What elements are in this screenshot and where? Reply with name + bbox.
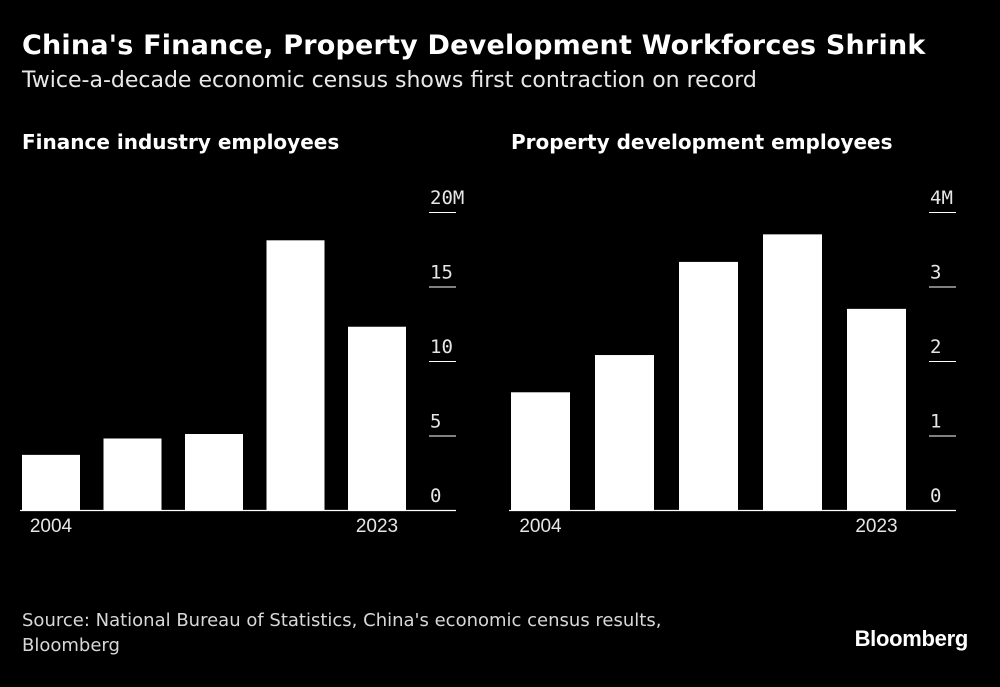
finance-bar-2 bbox=[103, 438, 162, 510]
property-bar-3 bbox=[679, 261, 738, 510]
finance-ytick-label: 10 bbox=[430, 336, 453, 358]
property-bar-1 bbox=[511, 392, 570, 510]
finance-xtick-label: 2004 bbox=[30, 516, 73, 537]
finance-bar-4 bbox=[266, 240, 325, 510]
property-bar-5 bbox=[847, 308, 906, 510]
chart-title: China's Finance, Property Development Wo… bbox=[22, 30, 926, 61]
property-xtick-label: 2004 bbox=[519, 516, 562, 537]
property-ytick-label: 0 bbox=[930, 485, 941, 507]
finance-panel-title: Finance industry employees bbox=[22, 130, 340, 154]
property-ytick-label: 3 bbox=[930, 262, 941, 284]
property-ytick-label: 2 bbox=[930, 336, 941, 358]
property-bar-2 bbox=[595, 355, 654, 510]
source-note: Source: National Bureau of Statistics, C… bbox=[22, 610, 662, 656]
bloomberg-logo: Bloomberg bbox=[854, 626, 969, 651]
property-bar-4 bbox=[763, 234, 822, 510]
finance-xtick-label: 2023 bbox=[356, 516, 398, 537]
finance-ytick-label: 0 bbox=[430, 485, 441, 507]
finance-bar-5 bbox=[348, 326, 406, 510]
chart-subtitle: Twice-a-decade economic census shows fir… bbox=[22, 68, 757, 93]
property-ytick-label: 4M bbox=[930, 187, 953, 209]
finance-ytick-label: 5 bbox=[430, 411, 441, 433]
finance-ytick-label: 20M bbox=[430, 187, 464, 209]
property-ytick-label: 1 bbox=[930, 411, 941, 433]
property-xtick-label: 2023 bbox=[855, 516, 897, 537]
finance-bar-1 bbox=[22, 454, 80, 510]
finance-ytick-label: 15 bbox=[430, 262, 453, 284]
property-panel-title: Property development employees bbox=[511, 130, 893, 154]
finance-bar-3 bbox=[185, 434, 243, 510]
